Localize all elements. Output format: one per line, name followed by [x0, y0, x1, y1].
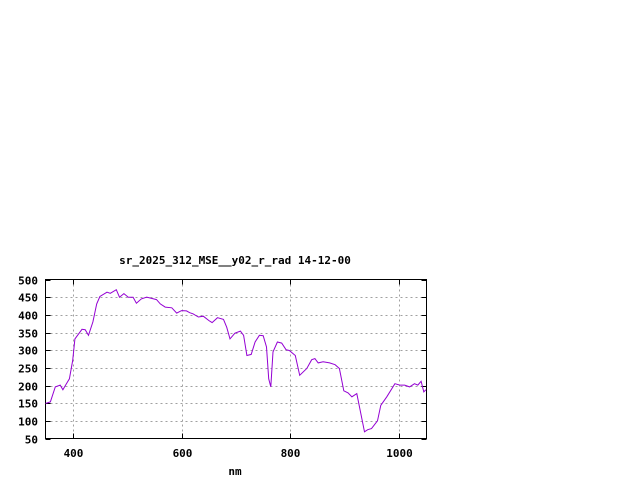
grid: [45, 279, 427, 439]
plot-frame: [45, 279, 427, 439]
y-tick-label: 300: [18, 345, 38, 358]
series-line: [45, 288, 427, 433]
y-tick-label: 450: [18, 292, 38, 305]
x-axis-label: nm: [228, 465, 242, 478]
y-tick-label: 500: [18, 275, 38, 288]
y-tick-label: 200: [18, 381, 38, 394]
x-axis: 400 600 800 1000: [64, 279, 413, 460]
y-tick-label: 50: [25, 434, 38, 447]
x-tick-label: 1000: [386, 447, 413, 460]
y-axis: 50 100 150 200 250 300 350 400 450 500: [18, 275, 427, 447]
y-tick-label: 400: [18, 310, 38, 323]
y-tick-label: 100: [18, 416, 38, 429]
chart-title: sr_2025_312_MSE__y02_r_rad 14-12-00: [119, 254, 351, 267]
y-tick-label: 350: [18, 328, 38, 341]
y-tick-label: 250: [18, 363, 38, 376]
y-tick-label: 150: [18, 398, 38, 411]
x-tick-label: 600: [173, 447, 193, 460]
x-tick-label: 800: [281, 447, 301, 460]
x-tick-label: 400: [64, 447, 84, 460]
